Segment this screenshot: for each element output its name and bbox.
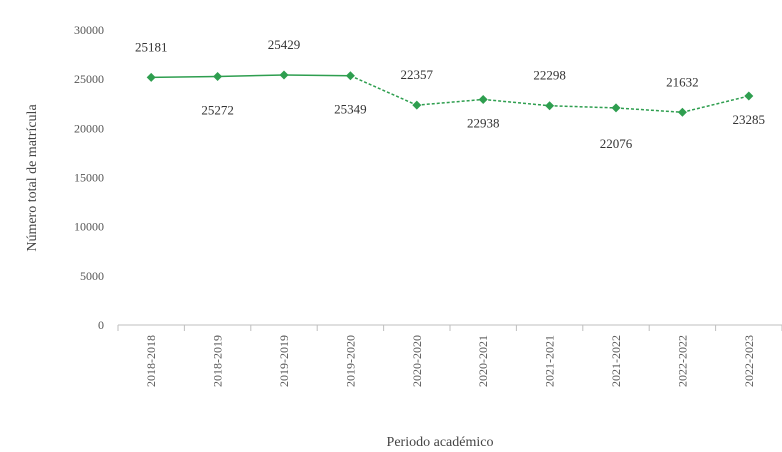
x-tick-label: 2021-2022 [609,335,623,387]
x-tick-label: 2020-2020 [410,335,424,387]
data-label: 23285 [733,112,766,127]
y-tick-label: 15000 [74,171,104,185]
data-label: 22357 [401,67,434,82]
series-line-segment [682,95,749,114]
data-point-marker [146,72,156,82]
y-axis-title: Número total de matrícula [25,104,40,252]
series-lines [151,74,749,114]
y-axis-ticks: 0 5000 10000 15000 20000 25000 30000 [74,23,104,332]
data-point-marker [545,101,555,111]
x-tick-label: 2021-2021 [543,335,557,387]
data-point-marker [213,71,223,81]
y-tick-label: 25000 [74,72,104,86]
data-point-marker [677,107,687,117]
series-line-segment [615,107,683,114]
data-label: 21632 [666,74,699,89]
series-line-segment [549,104,617,109]
x-tick-label: 2019-2019 [277,335,291,387]
x-tick-label: 2022-2022 [675,335,689,387]
data-labels: 25181 25272 25429 25349 22357 22938 22298 22076… [135,37,765,151]
y-tick-label: 5000 [80,269,104,283]
data-label: 25272 [201,102,234,117]
series-line-segment [283,74,351,77]
series-line-segment [483,98,550,107]
data-point-marker [345,71,355,81]
data-label: 25349 [334,102,367,117]
data-label: 22298 [533,68,566,83]
data-label: 22938 [467,115,500,130]
data-label: 25429 [268,37,301,52]
data-label: 22076 [600,136,633,151]
series-line-segment [217,74,285,78]
x-tick-label: 2018-2018 [144,335,158,387]
y-tick-label: 0 [98,318,104,332]
data-label: 25181 [135,39,168,54]
data-point-marker [279,70,289,80]
data-point-marker [412,100,422,110]
series-line-segment [151,75,218,79]
x-axis-ticks: 2018-2018 2018-2019 2019-2019 2019-2020 2020… [117,325,782,387]
data-point-marker [611,103,621,113]
data-points [146,70,754,117]
y-tick-label: 30000 [74,23,104,37]
data-point-marker [744,91,754,101]
series-line-segment [350,75,418,106]
x-axis-title: Periodo académico [387,435,494,450]
data-point-marker [478,94,488,104]
x-tick-label: 2018-2019 [211,335,225,387]
y-tick-label: 10000 [74,220,104,234]
series-line-segment [416,98,484,106]
x-tick-label: 2022-2023 [742,335,756,387]
x-tick-label: 2019-2020 [343,335,357,387]
x-tick-label: 2020-2021 [476,335,490,387]
y-tick-label: 20000 [74,121,104,135]
